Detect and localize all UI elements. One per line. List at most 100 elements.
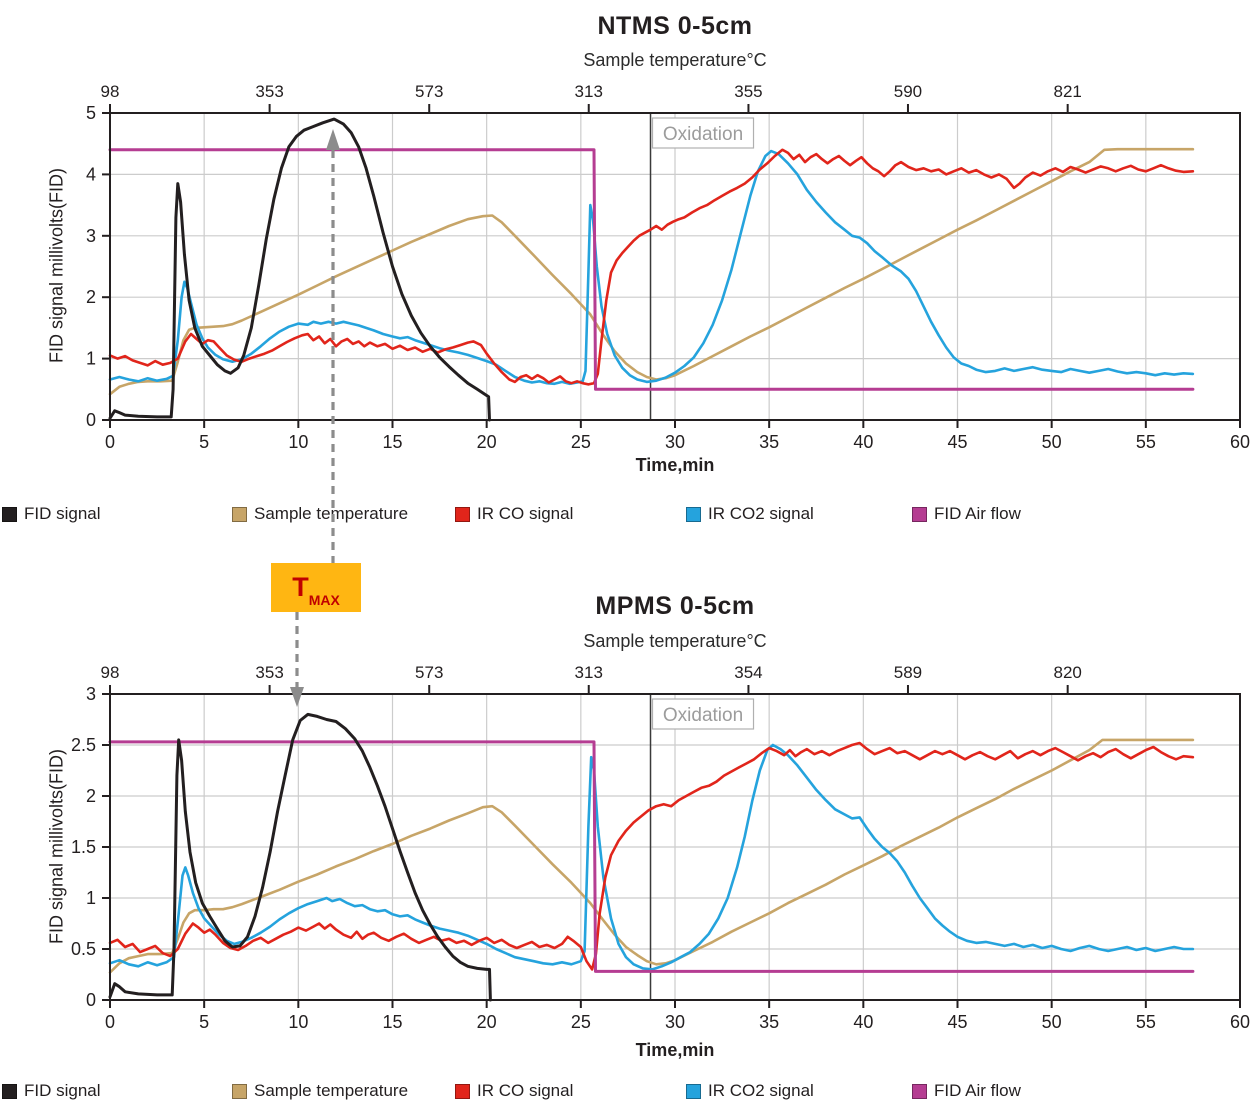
legend-item-fid-signal: FID signal bbox=[2, 1080, 101, 1102]
svg-text:0: 0 bbox=[86, 990, 96, 1010]
legend-item-sample-temperature: Sample temperature bbox=[232, 1080, 408, 1102]
svg-text:3: 3 bbox=[86, 226, 96, 246]
ir-co-signal-swatch bbox=[455, 1083, 470, 1099]
svg-text:0: 0 bbox=[105, 1012, 115, 1032]
svg-text:50: 50 bbox=[1042, 432, 1062, 452]
svg-text:15: 15 bbox=[382, 1012, 402, 1032]
legend-item-ir-co-signal: IR CO signal bbox=[455, 503, 573, 525]
ir-co2-signal-swatch bbox=[686, 506, 701, 522]
sample-temperature-swatch bbox=[232, 1083, 247, 1099]
legend-row-2: FID signal Sample temperature IR CO sign… bbox=[0, 1080, 1251, 1102]
svg-text:4: 4 bbox=[86, 164, 96, 184]
svg-text:55: 55 bbox=[1136, 432, 1156, 452]
sample-temperature-swatch bbox=[232, 506, 247, 522]
svg-text:0: 0 bbox=[86, 410, 96, 430]
tmax-label: T MAX bbox=[271, 563, 361, 612]
legend-label: Sample temperature bbox=[254, 504, 409, 523]
tmax-label-sub: MAX bbox=[308, 592, 340, 608]
svg-text:3: 3 bbox=[86, 684, 96, 704]
svg-text:1: 1 bbox=[86, 349, 96, 369]
svg-text:30: 30 bbox=[665, 432, 685, 452]
svg-text:354: 354 bbox=[734, 663, 762, 682]
legend-item-ir-co-signal: IR CO signal bbox=[455, 1080, 573, 1102]
svg-text:2.5: 2.5 bbox=[71, 735, 96, 755]
fid-air-flow-swatch bbox=[912, 1083, 927, 1099]
svg-text:50: 50 bbox=[1042, 1012, 1062, 1032]
svg-text:40: 40 bbox=[853, 1012, 873, 1032]
legend-item-fid-air-flow: FID Air flow bbox=[912, 1080, 1021, 1102]
legend-item-fid-signal: FID signal bbox=[2, 503, 101, 525]
svg-text:20: 20 bbox=[477, 432, 497, 452]
legend-row-1: FID signal Sample temperature IR CO sign… bbox=[0, 503, 1251, 525]
svg-text:5: 5 bbox=[86, 103, 96, 123]
svg-text:5: 5 bbox=[199, 432, 209, 452]
fid-signal-swatch bbox=[2, 1083, 17, 1099]
svg-text:0.5: 0.5 bbox=[71, 939, 96, 959]
legend-label: IR CO2 signal bbox=[708, 1081, 814, 1100]
svg-text:25: 25 bbox=[571, 1012, 591, 1032]
svg-text:1.5: 1.5 bbox=[71, 837, 96, 857]
legend-label: FID Air flow bbox=[934, 1081, 1021, 1100]
svg-text:55: 55 bbox=[1136, 1012, 1156, 1032]
svg-text:355: 355 bbox=[734, 82, 762, 101]
svg-text:353: 353 bbox=[255, 663, 283, 682]
svg-text:590: 590 bbox=[894, 82, 922, 101]
legend-label: IR CO signal bbox=[477, 504, 574, 523]
svg-text:Oxidation: Oxidation bbox=[663, 705, 743, 726]
svg-text:15: 15 bbox=[382, 432, 402, 452]
svg-text:25: 25 bbox=[571, 432, 591, 452]
legend-item-ir-co2-signal: IR CO2 signal bbox=[686, 503, 814, 525]
legend-label: FID signal bbox=[24, 1081, 101, 1100]
legend-label: FID signal bbox=[24, 504, 101, 523]
svg-text:0: 0 bbox=[105, 432, 115, 452]
svg-text:Oxidation: Oxidation bbox=[663, 124, 743, 145]
svg-text:313: 313 bbox=[575, 663, 603, 682]
svg-text:45: 45 bbox=[947, 432, 967, 452]
legend-item-ir-co2-signal: IR CO2 signal bbox=[686, 1080, 814, 1102]
chart-2-title: MPMS 0-5cm bbox=[595, 592, 755, 620]
fid-signal-swatch bbox=[2, 506, 17, 522]
svg-text:35: 35 bbox=[759, 432, 779, 452]
svg-text:35: 35 bbox=[759, 1012, 779, 1032]
chart-1-y-axis-label: FID signal millivolts(FID) bbox=[46, 168, 67, 364]
chart-1-subtitle: Sample temperature°C bbox=[583, 50, 767, 70]
svg-text:589: 589 bbox=[894, 663, 922, 682]
svg-text:821: 821 bbox=[1053, 82, 1081, 101]
chart-2-subtitle: Sample temperature°C bbox=[583, 631, 767, 651]
svg-text:10: 10 bbox=[288, 432, 308, 452]
svg-text:353: 353 bbox=[255, 82, 283, 101]
svg-text:820: 820 bbox=[1053, 663, 1081, 682]
svg-text:20: 20 bbox=[477, 1012, 497, 1032]
fid-air-flow-swatch bbox=[912, 506, 927, 522]
svg-text:45: 45 bbox=[947, 1012, 967, 1032]
svg-text:1: 1 bbox=[86, 888, 96, 908]
svg-text:10: 10 bbox=[288, 1012, 308, 1032]
svg-text:573: 573 bbox=[415, 82, 443, 101]
ir-co2-signal-swatch bbox=[686, 1083, 701, 1099]
svg-text:30: 30 bbox=[665, 1012, 685, 1032]
legend-label: IR CO2 signal bbox=[708, 504, 814, 523]
svg-text:98: 98 bbox=[101, 663, 120, 682]
legend-item-sample-temperature: Sample temperature bbox=[232, 503, 408, 525]
svg-text:2: 2 bbox=[86, 287, 96, 307]
svg-text:60: 60 bbox=[1230, 432, 1250, 452]
chart-1-title: NTMS 0-5cm bbox=[597, 12, 753, 40]
chart-2-y-axis-label: FID signal millivolts(FID) bbox=[46, 749, 67, 945]
legend-item-fid-air-flow: FID Air flow bbox=[912, 503, 1021, 525]
svg-text:313: 313 bbox=[575, 82, 603, 101]
legend-label: FID Air flow bbox=[934, 504, 1021, 523]
svg-text:98: 98 bbox=[101, 82, 120, 101]
svg-text:5: 5 bbox=[199, 1012, 209, 1032]
chart-1-x-axis-label: Time,min bbox=[635, 455, 715, 475]
legend-label: Sample temperature bbox=[254, 1081, 409, 1100]
svg-text:2: 2 bbox=[86, 786, 96, 806]
svg-text:573: 573 bbox=[415, 663, 443, 682]
tmax-label-main: T bbox=[292, 572, 309, 602]
chart-2-x-axis-label: Time,min bbox=[635, 1040, 715, 1060]
chart-2-plot: Oxidation 0 5 10 15 20 25 30 35 40 45 50 55 60 0 0.5 1 1.… bbox=[71, 663, 1250, 1032]
legend-label: IR CO signal bbox=[477, 1081, 574, 1100]
ir-co-signal-swatch bbox=[455, 506, 470, 522]
svg-text:40: 40 bbox=[853, 432, 873, 452]
